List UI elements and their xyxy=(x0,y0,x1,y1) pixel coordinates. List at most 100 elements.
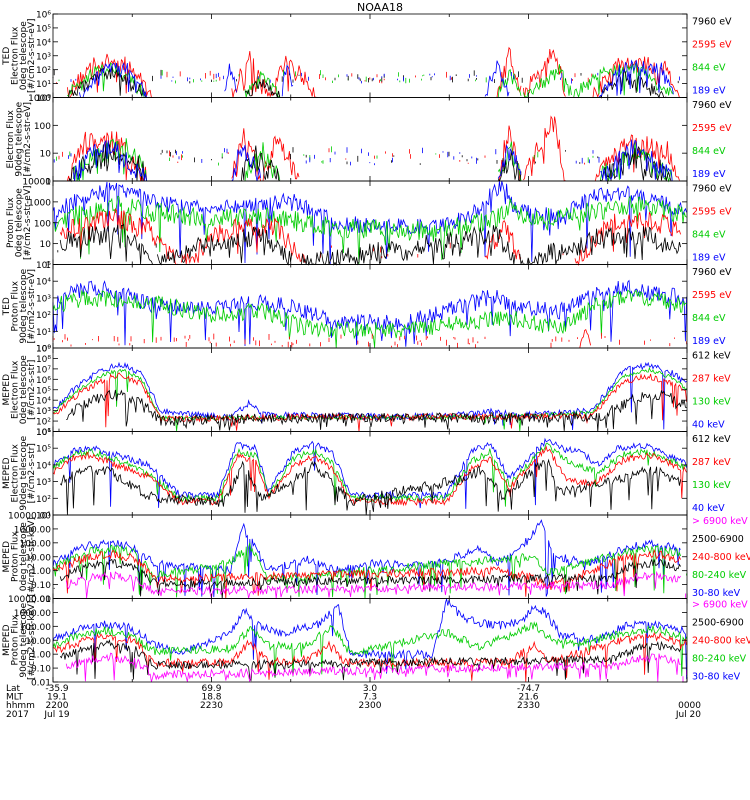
y-axis-label-line: 90deg telescope xyxy=(19,602,29,677)
y-tick-label: 10.00 xyxy=(25,553,51,563)
y-tick-label: 10⁰ xyxy=(36,94,51,104)
series-black xyxy=(53,558,681,599)
y-axis-label-line: 0deg telescope xyxy=(19,355,29,425)
series-green xyxy=(56,138,673,183)
legend-entry: 844 eV xyxy=(692,146,726,157)
legend-entry: 844 eV xyxy=(692,62,726,73)
panel-p5: 10¹10²10³10⁴10⁵10⁶10⁷10⁸10⁹MEPEDElectron… xyxy=(2,345,731,439)
series-blue xyxy=(53,139,673,182)
legend-entry: 2500-6900 xyxy=(692,534,744,545)
y-tick-label: 10 xyxy=(40,150,52,160)
y-axis-label-line: 0deg telescope xyxy=(15,188,25,258)
y-tick-label: 10000 xyxy=(22,178,51,188)
x-tick-label-mlt: 21.6 xyxy=(518,693,538,703)
chart-title: NOAA18 xyxy=(357,1,403,14)
y-axis-label-line: Electron Flux xyxy=(10,26,20,85)
y-tick-label: 10000.00 xyxy=(8,595,51,605)
y-axis-label-line: 0deg telescope xyxy=(19,21,29,91)
legend-entry: 844 eV xyxy=(692,229,726,240)
y-tick-label: 100.00 xyxy=(20,539,52,549)
series-black xyxy=(67,144,673,183)
legend-entry: 2500-6900 xyxy=(692,617,744,628)
y-tick-label: 10² xyxy=(36,418,51,428)
y-tick-label: 100.00 xyxy=(20,623,52,633)
legend-entry: > 6900 keV xyxy=(692,516,748,527)
y-axis-label-line: 90deg telescope xyxy=(19,435,29,510)
y-tick-label: 10¹ xyxy=(36,512,51,522)
series-black xyxy=(52,65,679,99)
legend-entry: 240-800 keV xyxy=(692,635,750,646)
y-tick-label: 10³ xyxy=(36,478,51,488)
x-row-label: 2017 xyxy=(6,710,29,720)
x-row-label: MLT xyxy=(6,693,24,703)
legend-entry: 2595 eV xyxy=(692,206,732,217)
series-red xyxy=(52,445,687,507)
y-tick-label: 10.00 xyxy=(25,637,51,647)
x-tick-label-lat: -74.7 xyxy=(517,684,540,694)
x-tick-label-hhmm: 2200 xyxy=(46,701,69,711)
y-tick-label: 10¹ xyxy=(36,428,51,438)
series-green xyxy=(52,542,687,599)
series-green xyxy=(52,195,687,264)
y-tick-label: 100 xyxy=(34,122,51,132)
legend-entry: 30-80 keV xyxy=(692,671,741,682)
y-tick-label: 0.01 xyxy=(31,595,51,605)
y-tick-label: 10⁴ xyxy=(36,38,51,48)
y-axis-label-line: [#/cm2-s-str-eV] xyxy=(27,18,37,93)
legend-entry: 7960 eV xyxy=(692,16,732,27)
x-tick-label-hhmm: 2230 xyxy=(200,701,223,711)
legend-entry: 80-240 keV xyxy=(692,653,747,664)
legend-entry: 40 keV xyxy=(692,419,725,430)
y-axis-label-line: 0deg telescope xyxy=(19,522,29,592)
y-tick-label: 10⁴ xyxy=(36,278,51,288)
y-tick-label: 100 xyxy=(34,219,51,229)
y-axis-label-line: Proton Flux xyxy=(10,531,20,582)
y-axis-label-line: MEPED xyxy=(2,624,12,656)
x-tick-label-mlt: 7.3 xyxy=(363,693,377,703)
y-axis-label-line: 90deg telescope xyxy=(19,268,29,343)
series-black xyxy=(59,458,681,515)
y-axis-label-line: [#/cm2-s-str] xyxy=(27,443,37,503)
y-tick-label: 1000.00 xyxy=(14,525,51,535)
x-tick-label-date: Jul 19 xyxy=(43,710,69,720)
x-tick-label-hhmm: 2300 xyxy=(359,701,382,711)
y-tick-label: 10⁵ xyxy=(36,445,51,455)
legend-entry: 80-240 keV xyxy=(692,570,747,581)
y-axis-label-line: [#/cm2-s-str-keV] xyxy=(27,601,37,680)
y-tick-label: 10⁵ xyxy=(36,386,51,396)
legend-entry: 612 keV xyxy=(692,434,731,445)
legend-entry: 844 eV xyxy=(692,313,726,324)
y-tick-label: 1000.00 xyxy=(14,609,51,619)
y-tick-label: 10⁸ xyxy=(36,355,51,365)
y-tick-label: 10⁶ xyxy=(36,11,51,21)
x-tick-label-hhmm: 0000 xyxy=(678,701,701,711)
y-tick-label: 10⁵ xyxy=(36,24,51,34)
legend-entry: 40 keV xyxy=(692,503,725,514)
y-tick-label: 10² xyxy=(36,311,51,321)
legend-entry: 189 eV xyxy=(692,252,726,263)
y-axis-label-line: TED xyxy=(2,47,12,66)
x-row-label: Lat xyxy=(6,684,21,694)
panel-frame xyxy=(52,97,688,182)
legend-entry: 2595 eV xyxy=(692,290,732,301)
series-black xyxy=(58,389,687,432)
series-black xyxy=(57,223,681,266)
legend-entry: 2595 eV xyxy=(692,39,732,50)
y-tick-label: 1.00 xyxy=(31,567,51,577)
legend-entry: 287 keV xyxy=(692,373,731,384)
y-tick-label: 1000 xyxy=(28,94,51,104)
y-tick-label: 0.10 xyxy=(31,665,51,675)
y-tick-label: 10 xyxy=(40,240,52,250)
y-tick-label: 10³ xyxy=(36,52,51,62)
y-tick-label: 10⁹ xyxy=(36,345,51,355)
y-tick-label: 10³ xyxy=(36,407,51,417)
series-green xyxy=(52,621,687,679)
y-tick-label: 1000 xyxy=(28,198,51,208)
legend-entry: 130 keV xyxy=(692,396,731,407)
legend-entry: 612 keV xyxy=(692,350,731,361)
